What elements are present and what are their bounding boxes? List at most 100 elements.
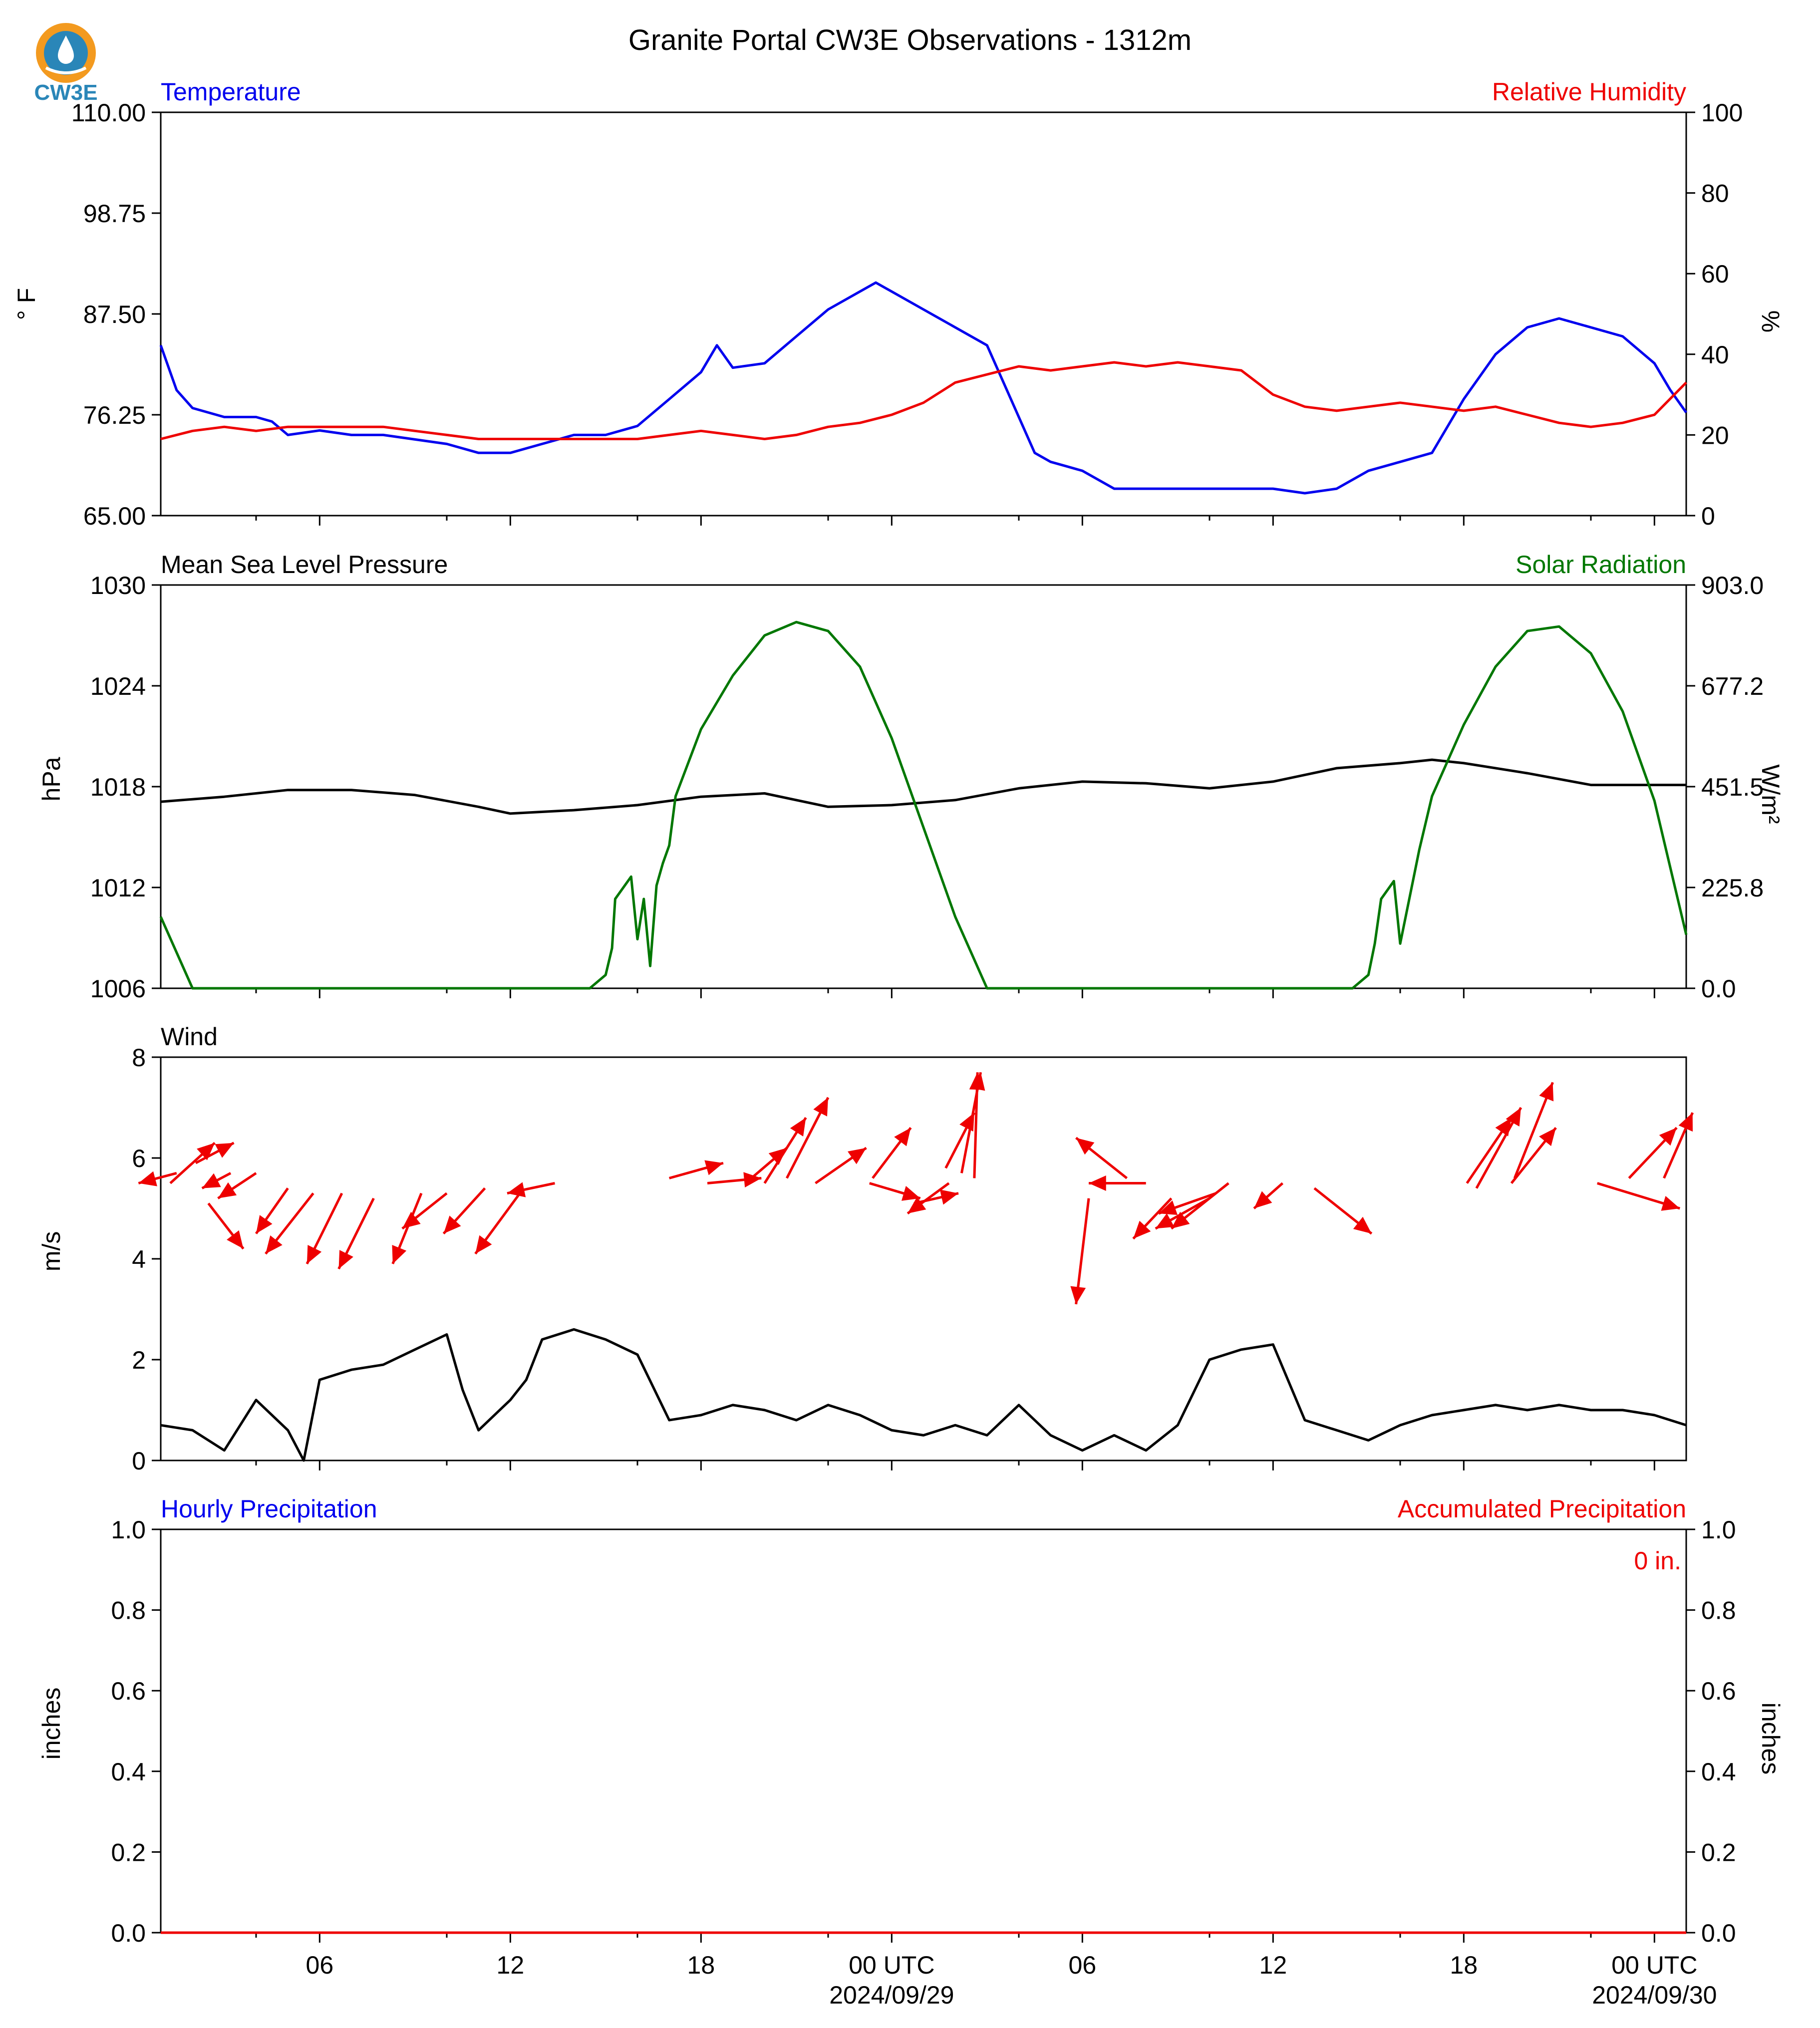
wind-arrow-head <box>768 1148 787 1165</box>
right-tick-label: 677.2 <box>1701 672 1764 700</box>
wind-arrow-head <box>202 1173 221 1188</box>
wind-arrow <box>973 1072 979 1178</box>
right-tick-label: 0.0 <box>1701 975 1736 1003</box>
panel-title-left: Temperature <box>161 78 301 106</box>
wind-arrow-head <box>848 1148 867 1164</box>
right-tick-label: 0.8 <box>1701 1597 1736 1625</box>
left-axis-label: m/s <box>37 1231 65 1272</box>
wind-arrow-head <box>1070 1286 1086 1304</box>
series-line-black <box>160 1328 1687 1462</box>
right-tick-label: 60 <box>1701 260 1729 288</box>
left-tick-label: 1018 <box>90 773 146 801</box>
left-tick-label: 1.0 <box>111 1516 146 1544</box>
wind-arrow-head <box>1133 1220 1151 1239</box>
right-tick-label: 0.0 <box>1701 1919 1736 1947</box>
right-tick-label: 20 <box>1701 421 1729 449</box>
panel-1: 110.00 98.75 87.50 76.25 65.00 100 80 60 40 20 0 Te… <box>12 78 1785 530</box>
right-axis-label: W/m² <box>1757 764 1785 824</box>
left-tick-label: 1006 <box>90 975 146 1003</box>
wind-arrow <box>1075 1198 1090 1305</box>
logo-drop-icon <box>58 35 74 64</box>
x-date-label: 2024/09/30 <box>1592 1981 1717 2009</box>
panel-title-right: Solar Radiation <box>1516 551 1686 579</box>
wind-arrow-head <box>969 1072 985 1090</box>
left-axis-label: ° F <box>12 288 40 320</box>
wind-arrow-head <box>908 1197 926 1214</box>
x-date-label: 2024/09/29 <box>829 1981 954 2009</box>
wind-arrow-head <box>1661 1196 1680 1211</box>
plot-frame <box>160 1056 1687 1461</box>
wind-arrow-head <box>790 1118 806 1137</box>
wind-arrow-head <box>138 1171 157 1186</box>
left-tick-label: 0.4 <box>111 1758 146 1786</box>
wind-arrow-head <box>215 1143 234 1158</box>
wind-arrow-head <box>813 1097 828 1117</box>
wind-arrow-head <box>197 1143 215 1160</box>
left-axis-label: inches <box>37 1688 65 1760</box>
right-tick-label: 1.0 <box>1701 1516 1736 1544</box>
x-tick-label: 06 <box>306 1951 334 1979</box>
panel-title-left: Wind <box>161 1023 218 1051</box>
wind-arrow-head <box>894 1128 911 1147</box>
x-tick-label: 18 <box>1450 1951 1478 1979</box>
wind-arrow-head <box>1539 1082 1554 1102</box>
wind-arrow-head <box>939 1189 959 1205</box>
panel-title-right: Accumulated Precipitation <box>1398 1495 1686 1523</box>
left-tick-label: 76.25 <box>83 401 146 429</box>
left-tick-label: 4 <box>132 1245 146 1273</box>
wind-arrow-head <box>218 1182 237 1198</box>
wind-arrow-head <box>475 1235 492 1254</box>
right-tick-label: 80 <box>1701 180 1729 208</box>
left-tick-label: 6 <box>132 1145 146 1172</box>
wind-arrow-head <box>1089 1175 1106 1191</box>
wind-arrow-head <box>1076 1138 1095 1155</box>
left-tick-label: 0.0 <box>111 1919 146 1947</box>
left-tick-label: 8 <box>132 1044 146 1072</box>
x-tick-label: 00 UTC <box>1611 1951 1697 1979</box>
accumulated-total-label: 0 in. <box>1634 1547 1681 1575</box>
wind-arrow-head <box>901 1186 920 1201</box>
panel-3: 8 6 4 2 0 Wind m/s <box>37 1023 1694 1475</box>
plot-frame <box>160 584 1687 989</box>
cw3e-logo: CW3E <box>34 23 98 103</box>
left-tick-label: 0.8 <box>111 1597 146 1625</box>
wind-arrow-head <box>1506 1108 1521 1127</box>
wind-arrow-head <box>1678 1113 1693 1132</box>
left-tick-label: 2 <box>132 1346 146 1374</box>
plot-frame <box>160 111 1687 517</box>
right-axis-label: % <box>1757 310 1785 332</box>
wind-arrow-head <box>1659 1128 1677 1146</box>
left-tick-label: 98.75 <box>83 200 146 228</box>
wind-arrow-head <box>227 1230 244 1249</box>
wind-arrow-head <box>1155 1213 1175 1229</box>
series-line-black <box>160 758 1686 815</box>
wind-arrow-head <box>743 1172 762 1188</box>
series-line-red <box>160 361 1687 440</box>
wind-arrow-head <box>402 1211 421 1229</box>
left-tick-label: 1024 <box>90 672 146 700</box>
right-tick-label: 225.8 <box>1701 874 1764 902</box>
left-tick-label: 0.6 <box>111 1677 146 1705</box>
panel-title-right: Relative Humidity <box>1492 78 1686 106</box>
wind-arrow-head <box>266 1235 283 1254</box>
panel-2: 1030 1024 1018 1012 1006 903.0 677.2 451.5 225.8… <box>37 551 1785 1003</box>
panel-title-left: Hourly Precipitation <box>161 1495 377 1523</box>
page-title: Granite Portal CW3E Observations - 1312m <box>628 24 1192 56</box>
right-tick-label: 451.5 <box>1701 773 1764 801</box>
right-tick-label: 40 <box>1701 341 1729 369</box>
right-tick-label: 0 <box>1701 502 1715 530</box>
wind-arrow-head <box>338 1250 353 1269</box>
x-tick-label: 06 <box>1069 1951 1097 1979</box>
left-axis-label: hPa <box>37 757 65 801</box>
wind-arrow-head <box>704 1160 723 1175</box>
series-line-blue <box>159 281 1688 495</box>
wind-arrow-head <box>1254 1191 1272 1208</box>
left-tick-label: 0.2 <box>111 1838 146 1866</box>
wind-arrow-head <box>1353 1216 1372 1234</box>
left-tick-label: 65.00 <box>83 502 146 530</box>
wind-arrow-head <box>392 1245 407 1264</box>
right-tick-label: 0.4 <box>1701 1758 1736 1786</box>
wind-arrow-head <box>507 1182 526 1197</box>
right-tick-label: 0.6 <box>1701 1677 1736 1705</box>
